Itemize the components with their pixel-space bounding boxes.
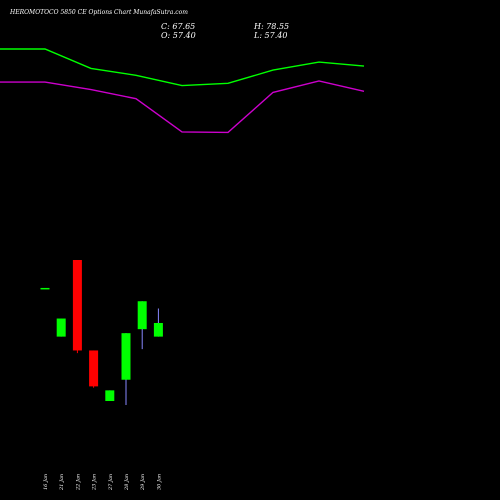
candle bbox=[105, 390, 115, 402]
x-tick-label: 21 Jan bbox=[59, 474, 65, 491]
candle bbox=[89, 350, 99, 388]
x-tick-label: 23 Jan bbox=[92, 474, 98, 491]
close-value: C: 67.65 bbox=[161, 22, 196, 31]
candle-body bbox=[137, 301, 147, 330]
candle-body bbox=[121, 333, 131, 380]
candle bbox=[137, 301, 147, 350]
candle bbox=[153, 308, 163, 337]
candle bbox=[72, 260, 82, 354]
candles-layer bbox=[40, 260, 163, 405]
x-tick-label: 16 Jan bbox=[43, 474, 49, 490]
candle bbox=[121, 333, 131, 405]
candle bbox=[40, 287, 50, 290]
x-tick-label: 30 Jan bbox=[156, 474, 162, 490]
x-tick-label: 22 Jan bbox=[75, 474, 81, 491]
x-tick-label: 28 Jan bbox=[124, 474, 130, 491]
candle-body bbox=[153, 322, 163, 337]
lower-band-line bbox=[0, 80, 365, 134]
chart-title: HEROMOTOCO 5850 CE Options Chart MunafaS… bbox=[10, 9, 188, 16]
candle bbox=[56, 318, 66, 337]
candle-body bbox=[72, 260, 82, 351]
candle-body bbox=[56, 318, 66, 337]
high-value: H: 78.55 bbox=[254, 22, 290, 31]
x-axis-labels: 16 Jan 21 Jan 22 Jan 23 Jan 27 Jan 28 Jan 29 J… bbox=[43, 474, 162, 491]
low-value: L: 57.40 bbox=[254, 31, 288, 40]
candle-body bbox=[40, 287, 50, 290]
x-tick-label: 29 Jan bbox=[140, 474, 146, 491]
upper-band-line bbox=[0, 48, 365, 87]
open-value: O: 57.40 bbox=[161, 31, 196, 40]
candle-body bbox=[105, 390, 115, 402]
bands-layer bbox=[0, 48, 365, 134]
x-tick-label: 27 Jan bbox=[108, 474, 114, 491]
candle-body bbox=[89, 350, 99, 387]
